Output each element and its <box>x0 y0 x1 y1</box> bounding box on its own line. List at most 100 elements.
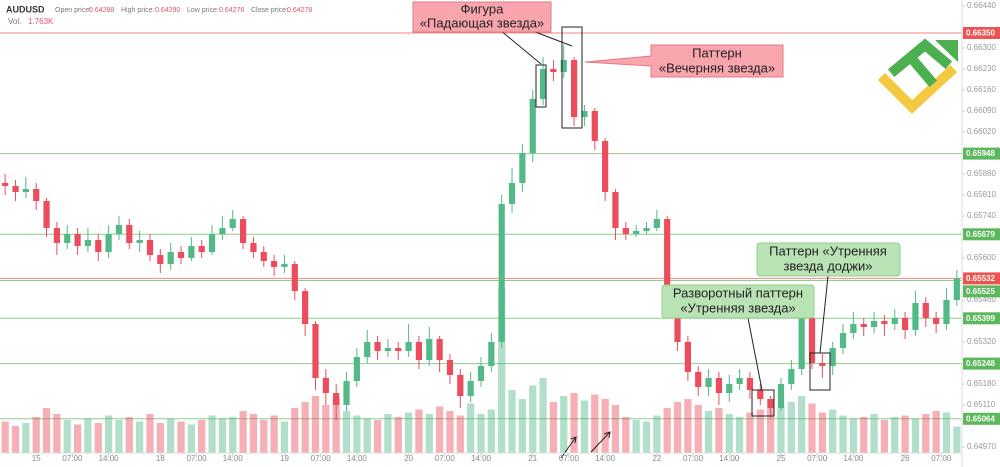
price-axis: 0.66440 0.66300 0.66230 0.66160 0.66090 0.660… <box>962 1 1000 451</box>
candle-body <box>591 111 598 141</box>
volume-bar <box>777 406 785 453</box>
candle-body <box>374 342 381 351</box>
candle-body <box>695 372 702 387</box>
x-tick-label: 21 <box>528 454 537 463</box>
volume-bar <box>84 418 92 453</box>
candle-body <box>829 348 836 366</box>
volume-bar <box>642 421 651 453</box>
level-label: 0.65248 <box>966 359 995 368</box>
candle-body <box>860 324 867 327</box>
x-tick-label: 14:00 <box>223 454 244 463</box>
annotation-text: Паттерн <box>692 45 742 60</box>
volume-bar <box>891 417 899 453</box>
candle-body <box>581 111 588 117</box>
candle-body <box>819 363 826 366</box>
volume-bar <box>518 399 526 453</box>
y-tick-label: 0.66020 <box>967 127 996 136</box>
volume-bar <box>756 409 764 453</box>
volume-bar <box>136 421 144 453</box>
annotation-box <box>756 242 901 277</box>
level-label-bg <box>963 357 1000 370</box>
volume-bar <box>725 414 733 453</box>
volume-bar <box>880 420 889 453</box>
volume-bar <box>187 424 195 453</box>
level-label: 0.65525 <box>966 287 995 296</box>
candle-body <box>488 342 495 366</box>
candle-body <box>922 303 929 318</box>
volume-bar <box>363 418 371 453</box>
volume-bar <box>446 411 454 453</box>
volume-bar <box>601 399 609 453</box>
volume-bar <box>208 415 216 453</box>
volume-bar <box>942 412 951 453</box>
volume-bar <box>42 408 51 453</box>
logo-arrow <box>935 40 958 62</box>
volume-bar <box>249 414 258 453</box>
candle-body <box>529 99 536 153</box>
volume-bar <box>104 415 113 453</box>
volume-bar <box>715 408 723 453</box>
logo-bar <box>905 52 938 88</box>
candle-body <box>426 339 433 360</box>
candle-body <box>508 183 516 204</box>
low-label: Low price: <box>187 7 219 14</box>
candle-body <box>539 69 547 99</box>
volume-bar <box>353 415 361 453</box>
high-value: 0.64290 <box>155 7 180 14</box>
candle-body <box>943 300 950 324</box>
volume-bar <box>694 405 702 453</box>
candle-body <box>12 186 19 192</box>
candle-body <box>519 153 526 183</box>
level-label: 0.65399 <box>966 314 995 323</box>
candle-body <box>126 225 133 243</box>
level-label-bg <box>963 285 1000 298</box>
candle-body <box>271 261 278 267</box>
volume-bar <box>663 408 671 453</box>
volume-bar <box>1 421 9 453</box>
y-tick-label: 0.66090 <box>967 106 996 115</box>
candle-body <box>602 141 609 192</box>
volume-bar <box>767 399 775 453</box>
candle-body <box>250 243 257 252</box>
candle-body <box>850 324 857 333</box>
candle-body <box>777 384 785 408</box>
volume-bar <box>901 415 909 453</box>
level-label: 0.66350 <box>966 29 995 38</box>
volume-bar <box>849 418 858 453</box>
volume-bar <box>125 417 133 453</box>
candle-body <box>333 393 340 405</box>
vol-label: Vol. <box>8 17 21 26</box>
candle-body <box>436 339 443 360</box>
x-tick-label: 07:00 <box>435 454 456 463</box>
x-tick-label: 07:00 <box>559 454 580 463</box>
volume-bar <box>291 408 299 453</box>
volume-bar <box>32 417 40 453</box>
volume-bar <box>953 426 961 453</box>
pointer <box>747 317 763 391</box>
candle-body <box>498 204 505 342</box>
volume-bar <box>415 409 423 453</box>
volume-bar <box>394 417 402 453</box>
volume-bar <box>735 417 744 453</box>
y-tick-label: 0.65320 <box>967 337 996 346</box>
pointer <box>499 29 542 65</box>
annotation-text: «Падающая звезда» <box>420 15 544 30</box>
x-tick-label: 07:00 <box>187 454 208 463</box>
volume-bar <box>342 411 351 453</box>
level-label: 0.65948 <box>966 149 995 158</box>
volume-bar <box>373 420 382 453</box>
annotation-text: «Вечерняя звезда» <box>659 60 775 75</box>
volume-bar <box>539 378 547 453</box>
candle-body <box>798 318 805 369</box>
candle-body <box>736 378 743 384</box>
volume-bar <box>332 399 340 453</box>
volume-bar <box>860 417 868 453</box>
y-tick-label: 0.66300 <box>967 43 996 52</box>
volume-bar <box>570 393 578 453</box>
candle-body <box>622 228 629 234</box>
x-tick-label: 15 <box>32 454 41 463</box>
level-label-bg <box>963 272 1000 285</box>
volume-bar <box>673 402 682 453</box>
x-tick-label: 14:00 <box>719 454 740 463</box>
candle-body <box>188 246 195 258</box>
